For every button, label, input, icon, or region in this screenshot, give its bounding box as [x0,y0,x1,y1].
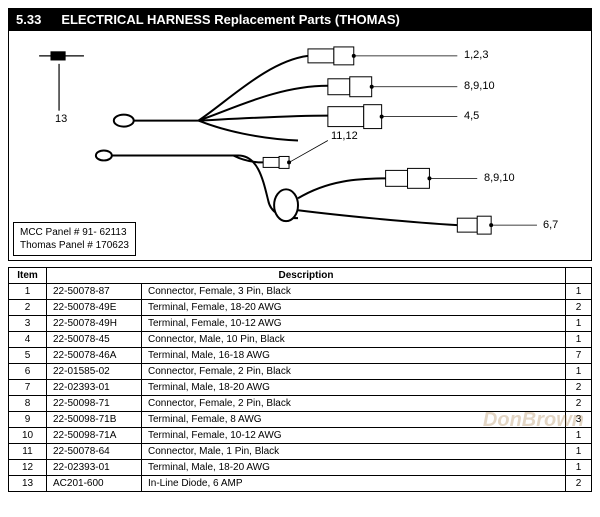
cell-item: 6 [9,364,47,380]
cell-desc: Connector, Male, 1 Pin, Black [142,444,566,460]
cell-desc: Terminal, Female, 18-20 AWG [142,300,566,316]
callout-11-12: 11,12 [331,130,358,142]
cell-qty: 7 [566,348,592,364]
table-body: 122-50078-87Connector, Female, 3 Pin, Bl… [9,284,592,492]
cell-item: 7 [9,380,47,396]
diagram-frame: 1,2,3 8,9,10 4,5 11,12 8,9,10 6,7 13 MCC… [8,31,592,261]
table-row: 522-50078-46ATerminal, Male, 16-18 AWG7 [9,348,592,364]
cell-item: 5 [9,348,47,364]
callout-4-5: 4,5 [464,110,479,122]
cell-qty: 1 [566,364,592,380]
cell-item: 3 [9,316,47,332]
cell-part: 22-50078-64 [47,444,142,460]
panel-info-box: MCC Panel # 91- 62113 Thomas Panel # 170… [13,222,136,256]
cell-qty: 1 [566,460,592,476]
panel-line-2: Thomas Panel # 170623 [20,239,129,252]
parts-table: Item Description 122-50078-87Connector, … [8,267,592,492]
table-row: 1122-50078-64Connector, Male, 1 Pin, Bla… [9,444,592,460]
callout-13: 13 [55,113,67,125]
cell-item: 9 [9,412,47,428]
cell-item: 11 [9,444,47,460]
cell-desc: Terminal, Female, 10-12 AWG [142,428,566,444]
table-row: 13AC201-600In-Line Diode, 6 AMP2 [9,476,592,492]
cell-item: 12 [9,460,47,476]
cell-qty: 1 [566,316,592,332]
col-description: Description [47,268,566,284]
cell-qty: 1 [566,284,592,300]
cell-desc: Connector, Male, 10 Pin, Black [142,332,566,348]
section-header: 5.33 ELECTRICAL HARNESS Replacement Part… [8,8,592,31]
cell-desc: Terminal, Male, 18-20 AWG [142,460,566,476]
table-row: 422-50078-45Connector, Male, 10 Pin, Bla… [9,332,592,348]
callout-1-2-3: 1,2,3 [464,49,488,61]
cell-qty: 2 [566,300,592,316]
cell-item: 8 [9,396,47,412]
cell-desc: Connector, Female, 2 Pin, Black [142,396,566,412]
table-row: 1222-02393-01Terminal, Male, 18-20 AWG1 [9,460,592,476]
cell-part: 22-50098-71A [47,428,142,444]
table-row: 1022-50098-71ATerminal, Female, 10-12 AW… [9,428,592,444]
cell-desc: Connector, Female, 2 Pin, Black [142,364,566,380]
table-row: 822-50098-71Connector, Female, 2 Pin, Bl… [9,396,592,412]
cell-item: 10 [9,428,47,444]
cell-desc: Connector, Female, 3 Pin, Black [142,284,566,300]
col-item: Item [9,268,47,284]
section-title: ELECTRICAL HARNESS Replacement Parts (TH… [61,12,400,27]
cell-qty: 2 [566,380,592,396]
cell-part: 22-50078-87 [47,284,142,300]
table-row: 622-01585-02Connector, Female, 2 Pin, Bl… [9,364,592,380]
cell-qty: 1 [566,428,592,444]
cell-item: 2 [9,300,47,316]
table-header-row: Item Description [9,268,592,284]
cell-qty: 1 [566,332,592,348]
cell-part: AC201-600 [47,476,142,492]
cell-part: 22-50078-46A [47,348,142,364]
cell-item: 1 [9,284,47,300]
cell-part: 22-02393-01 [47,460,142,476]
table-row: 922-50098-71BTerminal, Female, 8 AWG3 [9,412,592,428]
callout-6-7: 6,7 [543,219,558,231]
cell-part: 22-50098-71 [47,396,142,412]
cell-desc: In-Line Diode, 6 AMP [142,476,566,492]
callout-8-9-10-lower: 8,9,10 [484,172,515,184]
cell-desc: Terminal, Female, 8 AWG [142,412,566,428]
cell-part: 22-50098-71B [47,412,142,428]
panel-line-1: MCC Panel # 91- 62113 [20,226,129,239]
table-row: 722-02393-01Terminal, Male, 18-20 AWG2 [9,380,592,396]
cell-qty: 1 [566,444,592,460]
cell-qty: 3 [566,412,592,428]
cell-item: 13 [9,476,47,492]
cell-desc: Terminal, Male, 16-18 AWG [142,348,566,364]
table-row: 122-50078-87Connector, Female, 3 Pin, Bl… [9,284,592,300]
section-number: 5.33 [16,12,41,27]
cell-desc: Terminal, Male, 18-20 AWG [142,380,566,396]
cell-desc: Terminal, Female, 10-12 AWG [142,316,566,332]
table-row: 322-50078-49HTerminal, Female, 10-12 AWG… [9,316,592,332]
page: 5.33 ELECTRICAL HARNESS Replacement Part… [8,8,592,492]
cell-part: 22-50078-45 [47,332,142,348]
callout-8-9-10-upper: 8,9,10 [464,80,495,92]
cell-part: 22-02393-01 [47,380,142,396]
col-qty [566,268,592,284]
table-row: 222-50078-49ETerminal, Female, 18-20 AWG… [9,300,592,316]
cell-item: 4 [9,332,47,348]
cell-part: 22-01585-02 [47,364,142,380]
cell-qty: 2 [566,396,592,412]
cell-qty: 2 [566,476,592,492]
cell-part: 22-50078-49H [47,316,142,332]
cell-part: 22-50078-49E [47,300,142,316]
